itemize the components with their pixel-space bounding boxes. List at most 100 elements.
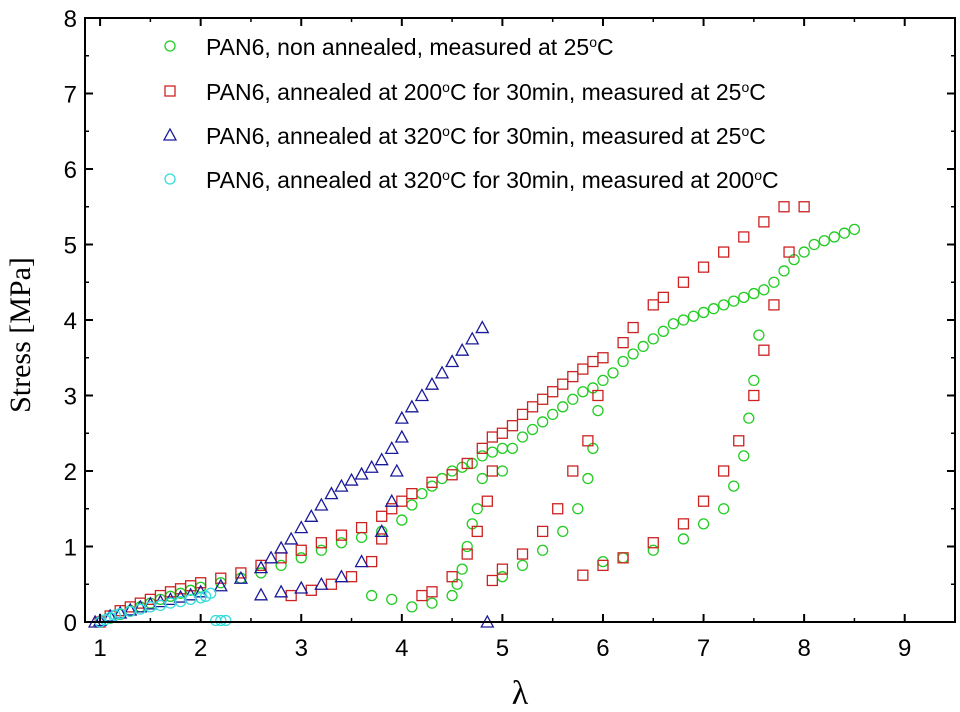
data-point — [406, 487, 418, 500]
data-point — [396, 514, 408, 526]
data-point — [748, 287, 760, 300]
data-point — [592, 389, 604, 402]
data-point — [647, 544, 659, 556]
data-point — [315, 537, 328, 549]
data-point — [376, 510, 388, 522]
data-point — [828, 231, 840, 243]
legend-label: PAN6, non annealed, measured at 25oC — [206, 34, 614, 60]
data-point — [753, 329, 765, 341]
data-point — [183, 587, 198, 601]
data-point — [592, 404, 604, 417]
data-point — [446, 469, 458, 481]
data-point — [476, 450, 488, 462]
data-point — [758, 284, 770, 296]
legend-marker — [164, 40, 176, 52]
legend-label: PAN6, annealed at 320oC for 30min, measu… — [206, 167, 779, 193]
data-point — [386, 503, 398, 515]
data-point — [335, 529, 348, 541]
data-point — [552, 503, 564, 515]
data-point — [506, 442, 519, 455]
data-point — [627, 348, 639, 360]
data-point — [295, 544, 307, 556]
data-point — [516, 559, 529, 572]
data-point — [414, 388, 430, 402]
data-point — [213, 578, 228, 592]
data-point — [637, 340, 649, 353]
data-point — [354, 554, 369, 568]
data-point — [677, 276, 690, 288]
x-tick-label: 5 — [496, 635, 509, 662]
y-tick-label: 2 — [64, 459, 77, 486]
data-point — [718, 299, 730, 311]
plot-marks — [87, 201, 861, 628]
data-point — [557, 378, 569, 390]
data-point — [394, 429, 409, 443]
data-point — [295, 552, 307, 564]
data-point — [314, 576, 329, 590]
y-axis-label: Stress [MPa] — [4, 257, 37, 413]
data-point — [263, 550, 279, 564]
data-point — [738, 291, 750, 304]
data-point — [123, 602, 138, 616]
data-point — [215, 572, 227, 584]
data-point — [567, 370, 579, 383]
data-point — [284, 531, 299, 545]
data-point — [718, 465, 730, 477]
data-point — [758, 216, 770, 228]
x-tick-label: 9 — [898, 635, 911, 662]
data-point — [486, 465, 498, 477]
data-point — [783, 246, 795, 258]
data-point — [344, 472, 359, 486]
series-4 — [94, 587, 232, 628]
data-point — [335, 537, 348, 549]
data-point — [657, 325, 669, 337]
data-point — [577, 363, 589, 375]
data-point — [778, 265, 790, 277]
data-point — [627, 321, 639, 334]
data-point — [374, 524, 389, 538]
data-point — [536, 544, 549, 556]
data-point — [386, 593, 398, 605]
y-tick-label: 1 — [64, 535, 77, 562]
x-tick-label: 3 — [295, 635, 308, 662]
data-point — [365, 589, 378, 602]
data-point — [818, 235, 830, 247]
data-point — [446, 589, 458, 602]
data-point — [471, 503, 483, 515]
data-point — [465, 331, 480, 345]
legend: PAN6, non annealed, measured at 25oC PAN6… — [162, 34, 779, 193]
data-point — [728, 480, 740, 492]
data-point — [743, 412, 755, 424]
data-point — [275, 559, 287, 572]
data-point — [220, 614, 232, 627]
y-tick-label: 7 — [64, 82, 77, 109]
legend-label: PAN6, annealed at 200oC for 30min, measu… — [206, 79, 766, 105]
data-point — [233, 570, 248, 584]
data-point — [195, 577, 207, 589]
data-point — [304, 508, 319, 522]
data-point — [798, 246, 810, 258]
data-point — [677, 533, 690, 545]
data-point — [697, 495, 710, 507]
data-point — [567, 465, 579, 477]
data-point — [697, 306, 710, 319]
data-point — [365, 555, 378, 568]
data-point — [294, 580, 309, 594]
data-point — [325, 578, 338, 590]
data-point — [455, 342, 470, 356]
data-point — [235, 567, 247, 579]
data-point — [572, 503, 584, 515]
data-point — [394, 410, 409, 424]
data-point — [215, 614, 227, 627]
data-point — [597, 374, 609, 387]
data-point — [205, 587, 217, 599]
data-point — [133, 599, 148, 613]
data-point — [471, 525, 483, 538]
data-point — [92, 613, 108, 627]
x-tick-label: 6 — [596, 635, 609, 662]
data-point — [434, 365, 450, 379]
data-point — [536, 393, 549, 405]
data-point — [798, 201, 810, 213]
data-point — [577, 569, 589, 581]
